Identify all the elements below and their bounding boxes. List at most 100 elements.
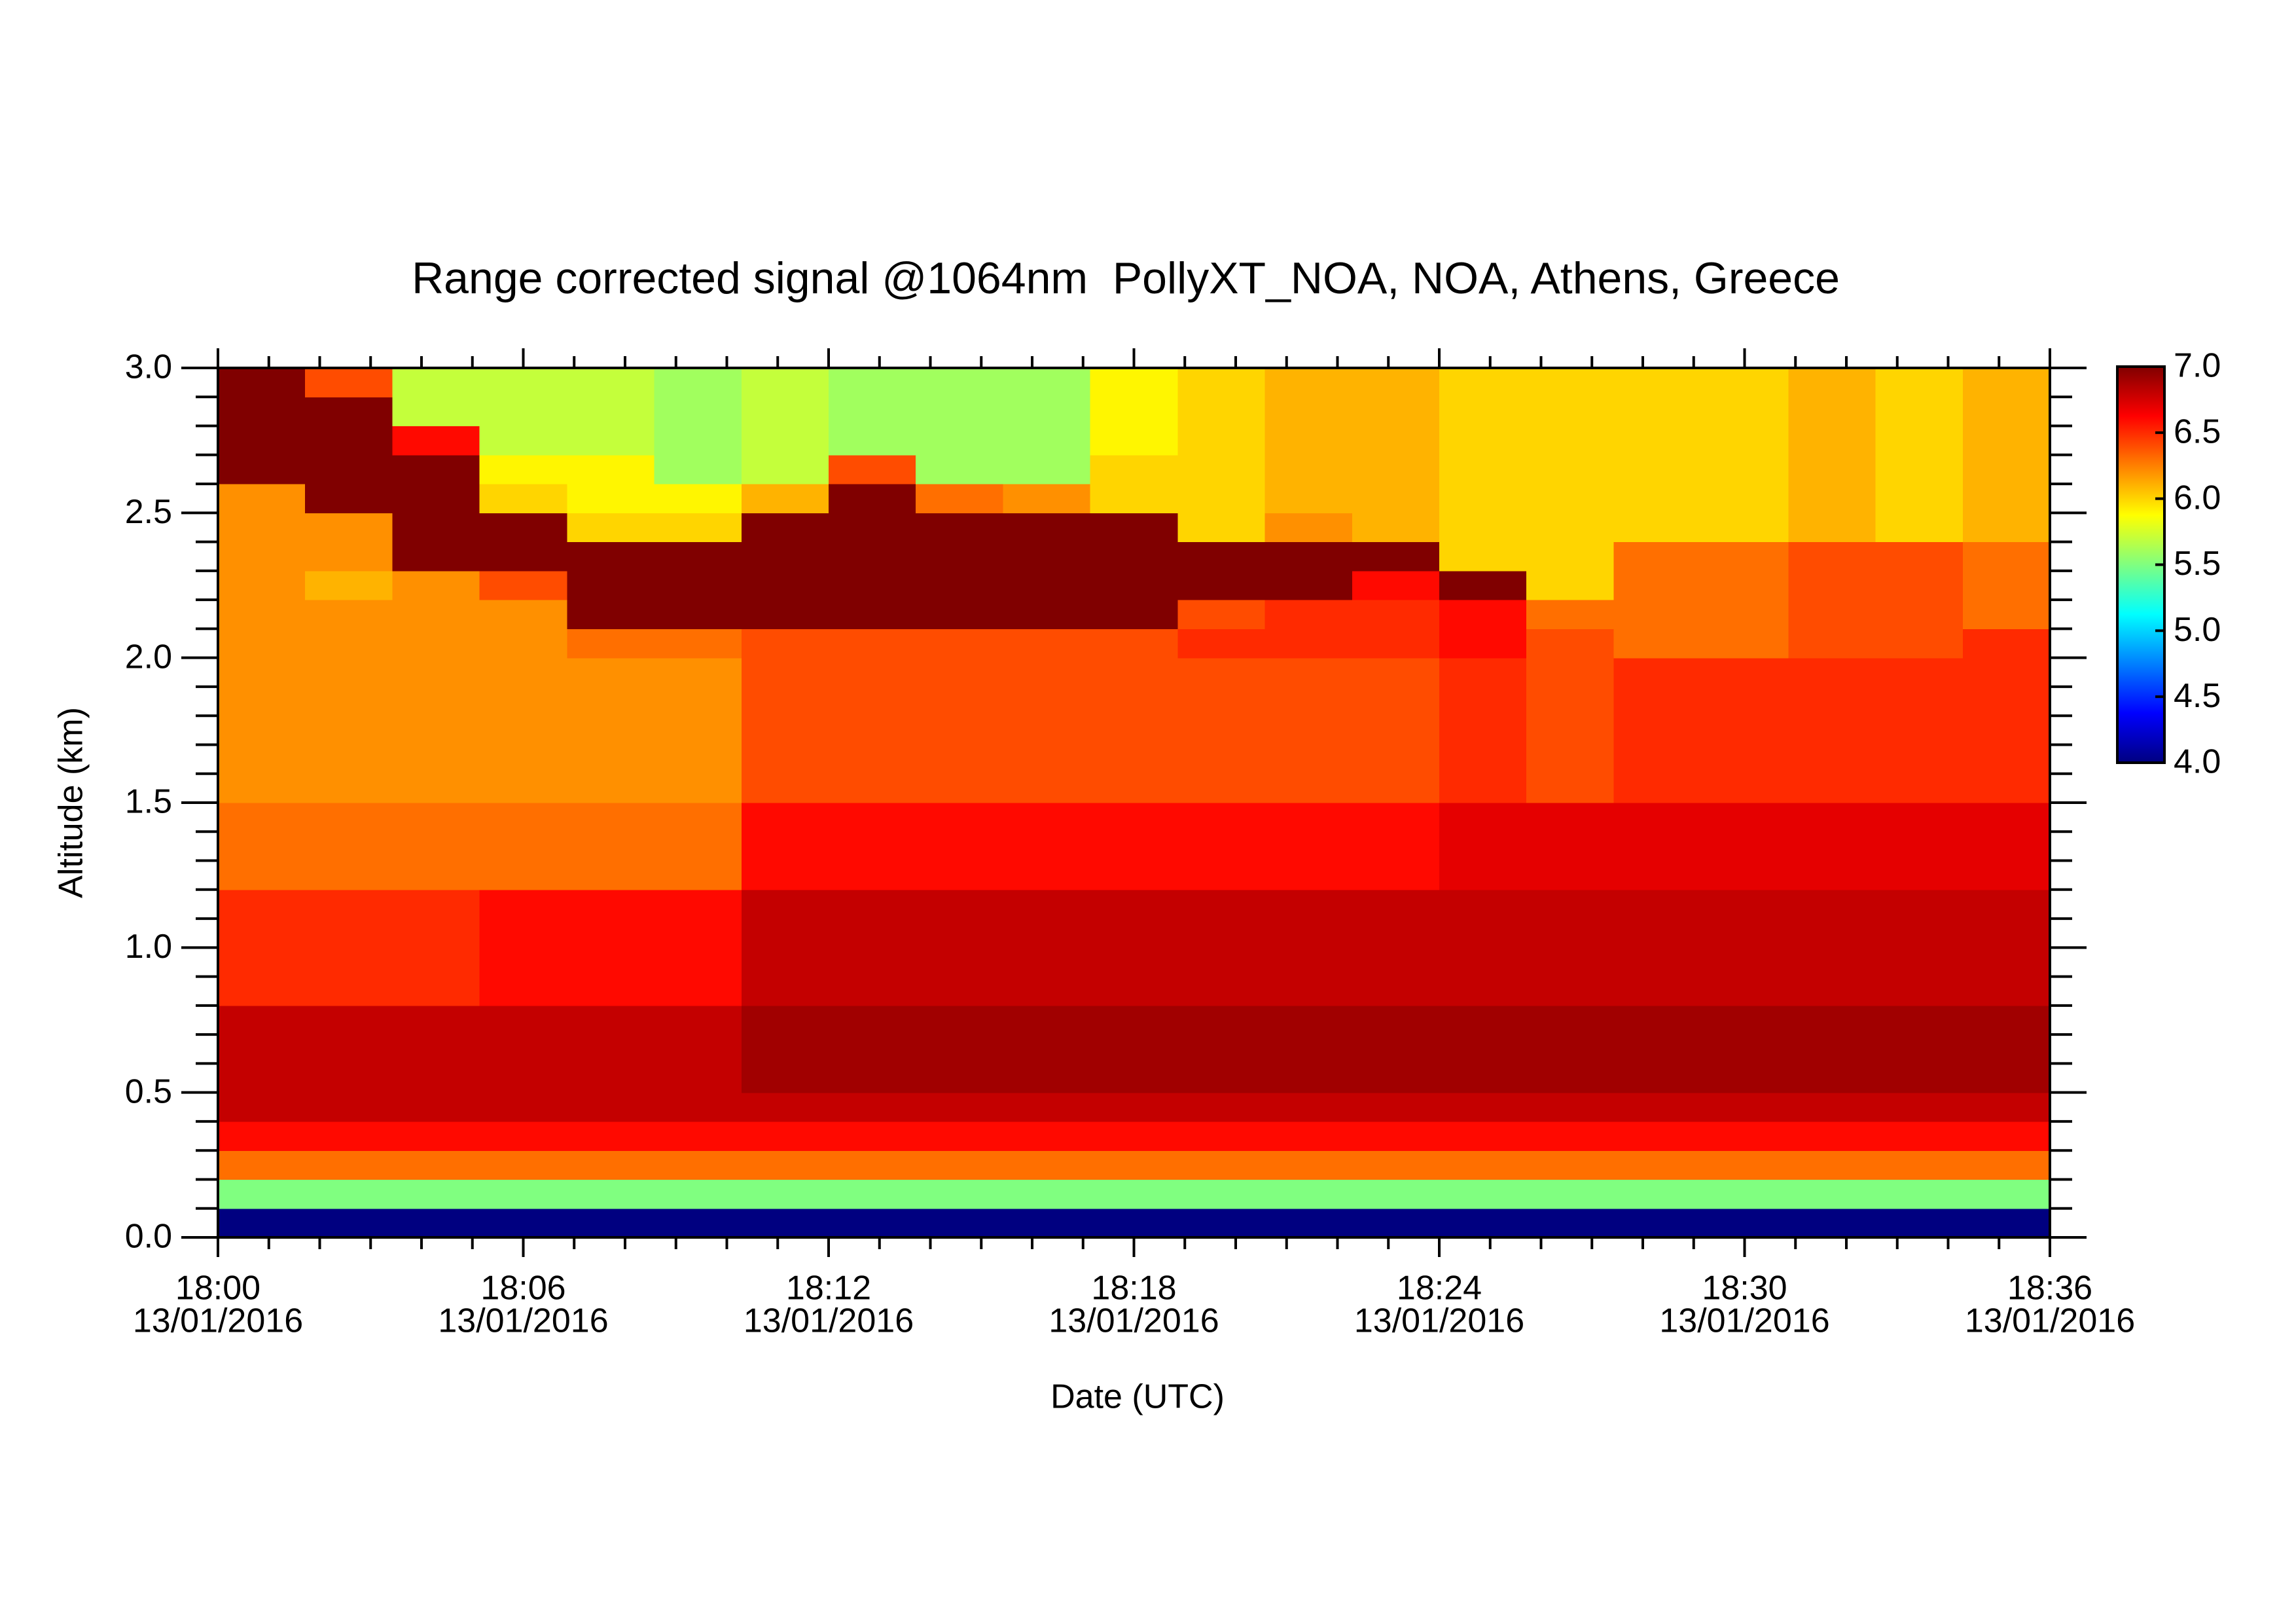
y-tick-label: 1.0 (125, 928, 172, 966)
heatmap-cell (1439, 1034, 1527, 1064)
heatmap-cell (1265, 1034, 1353, 1064)
x-tick-label: 18:30 (1702, 1269, 1787, 1307)
heatmap-cell (218, 1063, 306, 1093)
heatmap-cell (1963, 657, 2051, 687)
heatmap-cell (1700, 513, 1789, 543)
heatmap-cell (1526, 1063, 1615, 1093)
heatmap-cell (1090, 919, 1178, 948)
heatmap-cell (829, 397, 916, 427)
heatmap-cell (915, 1208, 1004, 1238)
heatmap-cell (1875, 1179, 1964, 1209)
heatmap-cell (1177, 426, 1265, 456)
heatmap-cell (1526, 1121, 1615, 1151)
heatmap-cell (1788, 541, 1876, 572)
heatmap-cell (1963, 919, 2051, 948)
heatmap-cell (1090, 803, 1178, 832)
heatmap-cell (742, 1034, 829, 1064)
heatmap-cell (479, 1208, 567, 1238)
heatmap-cell (1613, 1179, 1702, 1209)
heatmap-cell (1090, 368, 1178, 397)
heatmap-cell (829, 1208, 916, 1238)
heatmap-cell (654, 454, 742, 484)
heatmap-cell (392, 513, 480, 543)
heatmap-cell (829, 976, 916, 1006)
heatmap-cell (1700, 1179, 1789, 1209)
heatmap-cell (218, 1092, 306, 1122)
heatmap-cell (1352, 600, 1440, 629)
heatmap-cell (1875, 803, 1964, 832)
heatmap-cell (1439, 657, 1527, 687)
heatmap-cell (1613, 513, 1702, 543)
heatmap-cell (479, 426, 567, 456)
heatmap-cell (1788, 716, 1876, 746)
heatmap-cell (1700, 1063, 1789, 1093)
heatmap-cell (392, 484, 480, 513)
heatmap-cell (654, 600, 742, 629)
heatmap-cell (1003, 454, 1091, 484)
heatmap-cell (1352, 1121, 1440, 1151)
heatmap-cell (567, 629, 655, 659)
heatmap-cell (1090, 1005, 1178, 1035)
heatmap-cell (218, 716, 306, 746)
heatmap-cell (1963, 860, 2051, 890)
heatmap-cell (829, 600, 916, 629)
heatmap-cell (1439, 947, 1527, 977)
heatmap-cell (1700, 1005, 1789, 1035)
heatmap-cell (392, 686, 480, 716)
heatmap-cell (218, 686, 306, 716)
heatmap-cell (1090, 513, 1178, 543)
heatmap-cell (1439, 803, 1527, 832)
heatmap-cell (1788, 1063, 1876, 1093)
heatmap-cell (829, 570, 916, 600)
heatmap-cell (742, 1121, 829, 1151)
heatmap-cell (1526, 600, 1615, 629)
heatmap-cell (1526, 1179, 1615, 1209)
heatmap-cell (1439, 1005, 1527, 1035)
heatmap-cell (1700, 1208, 1789, 1238)
heatmap-cell (1003, 1092, 1091, 1122)
heatmap-cell (1090, 773, 1178, 803)
x-tick-date: 13/01/2016 (744, 1302, 914, 1340)
heatmap-cell (1788, 1208, 1876, 1238)
heatmap-cell (218, 657, 306, 687)
heatmap-cell (1788, 397, 1876, 427)
heatmap-cell (1265, 600, 1353, 629)
heatmap-cell (1265, 686, 1353, 716)
heatmap-cell (915, 629, 1004, 659)
heatmap-cell (1090, 600, 1178, 629)
heatmap-cell (1090, 716, 1178, 746)
heatmap-cell (1265, 1179, 1353, 1209)
heatmap-cell (654, 541, 742, 572)
heatmap-cell (1875, 397, 1964, 427)
heatmap-cell (1352, 513, 1440, 543)
heatmap-cell (1526, 889, 1615, 919)
heatmap-cell (1526, 803, 1615, 832)
heatmap-cell (1526, 1150, 1615, 1180)
heatmap-cell (654, 803, 742, 832)
heatmap-cell (1700, 716, 1789, 746)
heatmap-cell (567, 513, 655, 543)
heatmap-cell (1003, 1121, 1091, 1151)
heatmap-cell (567, 541, 655, 572)
heatmap-cell (829, 513, 916, 543)
heatmap-cell (1875, 947, 1964, 977)
heatmap-cell (304, 513, 393, 543)
heatmap-cell (1265, 426, 1353, 456)
heatmap-cell (742, 803, 829, 832)
x-tick-date: 13/01/2016 (1659, 1302, 1829, 1340)
heatmap-cell (1003, 513, 1091, 543)
heatmap-cell (1090, 1092, 1178, 1122)
heatmap-cell (915, 803, 1004, 832)
heatmap-cell (1177, 744, 1265, 775)
heatmap-cell (1700, 657, 1789, 687)
heatmap-cell (1177, 368, 1265, 397)
heatmap-cell (1875, 1121, 1964, 1151)
heatmap-cell (392, 657, 480, 687)
heatmap-cell (1177, 976, 1265, 1006)
heatmap-cell (1788, 889, 1876, 919)
heatmap-cell (567, 397, 655, 427)
heatmap-cell (1700, 831, 1789, 862)
heatmap-cell (567, 1179, 655, 1209)
colorbar-tick-label: 4.5 (2174, 677, 2221, 715)
heatmap-cell (392, 1208, 480, 1238)
